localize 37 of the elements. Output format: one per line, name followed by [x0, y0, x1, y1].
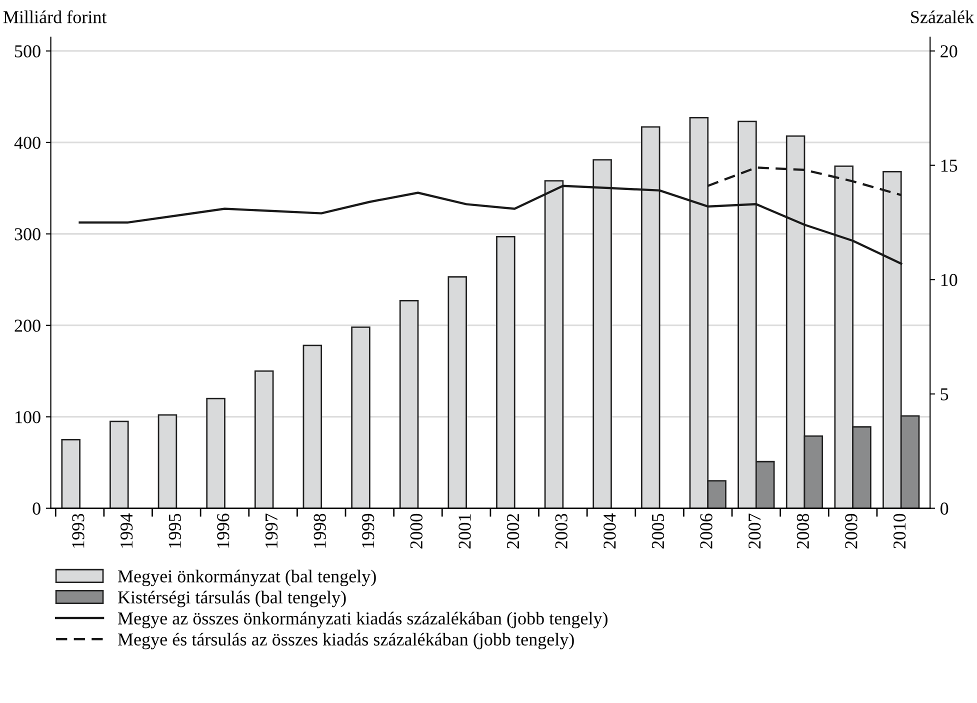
x-tick-label: 1993 — [72, 514, 84, 548]
x-tick-label: 2002 — [506, 514, 520, 548]
x-tick-label: 2008 — [796, 514, 810, 548]
x-tick-label: 2007 — [748, 514, 761, 548]
y2-tick-label: 20 — [940, 45, 958, 58]
bar — [61, 438, 80, 508]
x-tick-label: 1996 — [217, 514, 230, 548]
y2-tick-label: 15 — [941, 160, 958, 172]
y-tick-label: 0 — [32, 502, 40, 515]
y-tick-label: 400 — [14, 136, 40, 149]
bar — [110, 420, 129, 508]
x-tick-label: 1998 — [314, 514, 326, 548]
legend-label: Kistérségi társulás (bal tengely) — [118, 590, 346, 608]
legend-label: Megye az összes önkormányzati kiadás százalékában (jobb tengely) — [118, 612, 608, 628]
y-tick-label: 300 — [14, 228, 40, 240]
y2-tick-label: 5 — [940, 388, 948, 400]
x-tick-label: 2005 — [652, 514, 664, 548]
x-tick-label: 1995 — [168, 514, 181, 548]
x-tick-label: 1997 — [265, 514, 278, 548]
legend-label: Megyei önkormányzat (bal tengely) — [118, 570, 376, 586]
legend-label: Megye és társulás az összes kiadás százalékában (jobb tengely) — [118, 632, 574, 650]
x-tick-label: 2006 — [700, 514, 712, 548]
y-tick-label: 500 — [15, 45, 40, 58]
x-tick-label: 2000 — [410, 514, 423, 548]
y2-tick-label: 0 — [940, 502, 948, 515]
y-tick-label: 100 — [16, 411, 40, 424]
y-tick-label: 200 — [14, 320, 40, 332]
x-tick-label: 1994 — [120, 513, 133, 548]
y2-axis-title: Százalék — [911, 10, 974, 24]
x-tick-label: 2010 — [893, 514, 906, 548]
x-tick-label: 2004 — [604, 513, 616, 548]
x-tick-label: 2009 — [845, 514, 858, 548]
x-tick-label: 2001 — [458, 514, 471, 548]
x-tick-label: 2003 — [555, 514, 568, 548]
y-axis-title: Milliárd forint — [3, 10, 107, 24]
x-tick-label: 1999 — [362, 514, 374, 548]
y2-tick-label: 10 — [941, 274, 958, 286]
